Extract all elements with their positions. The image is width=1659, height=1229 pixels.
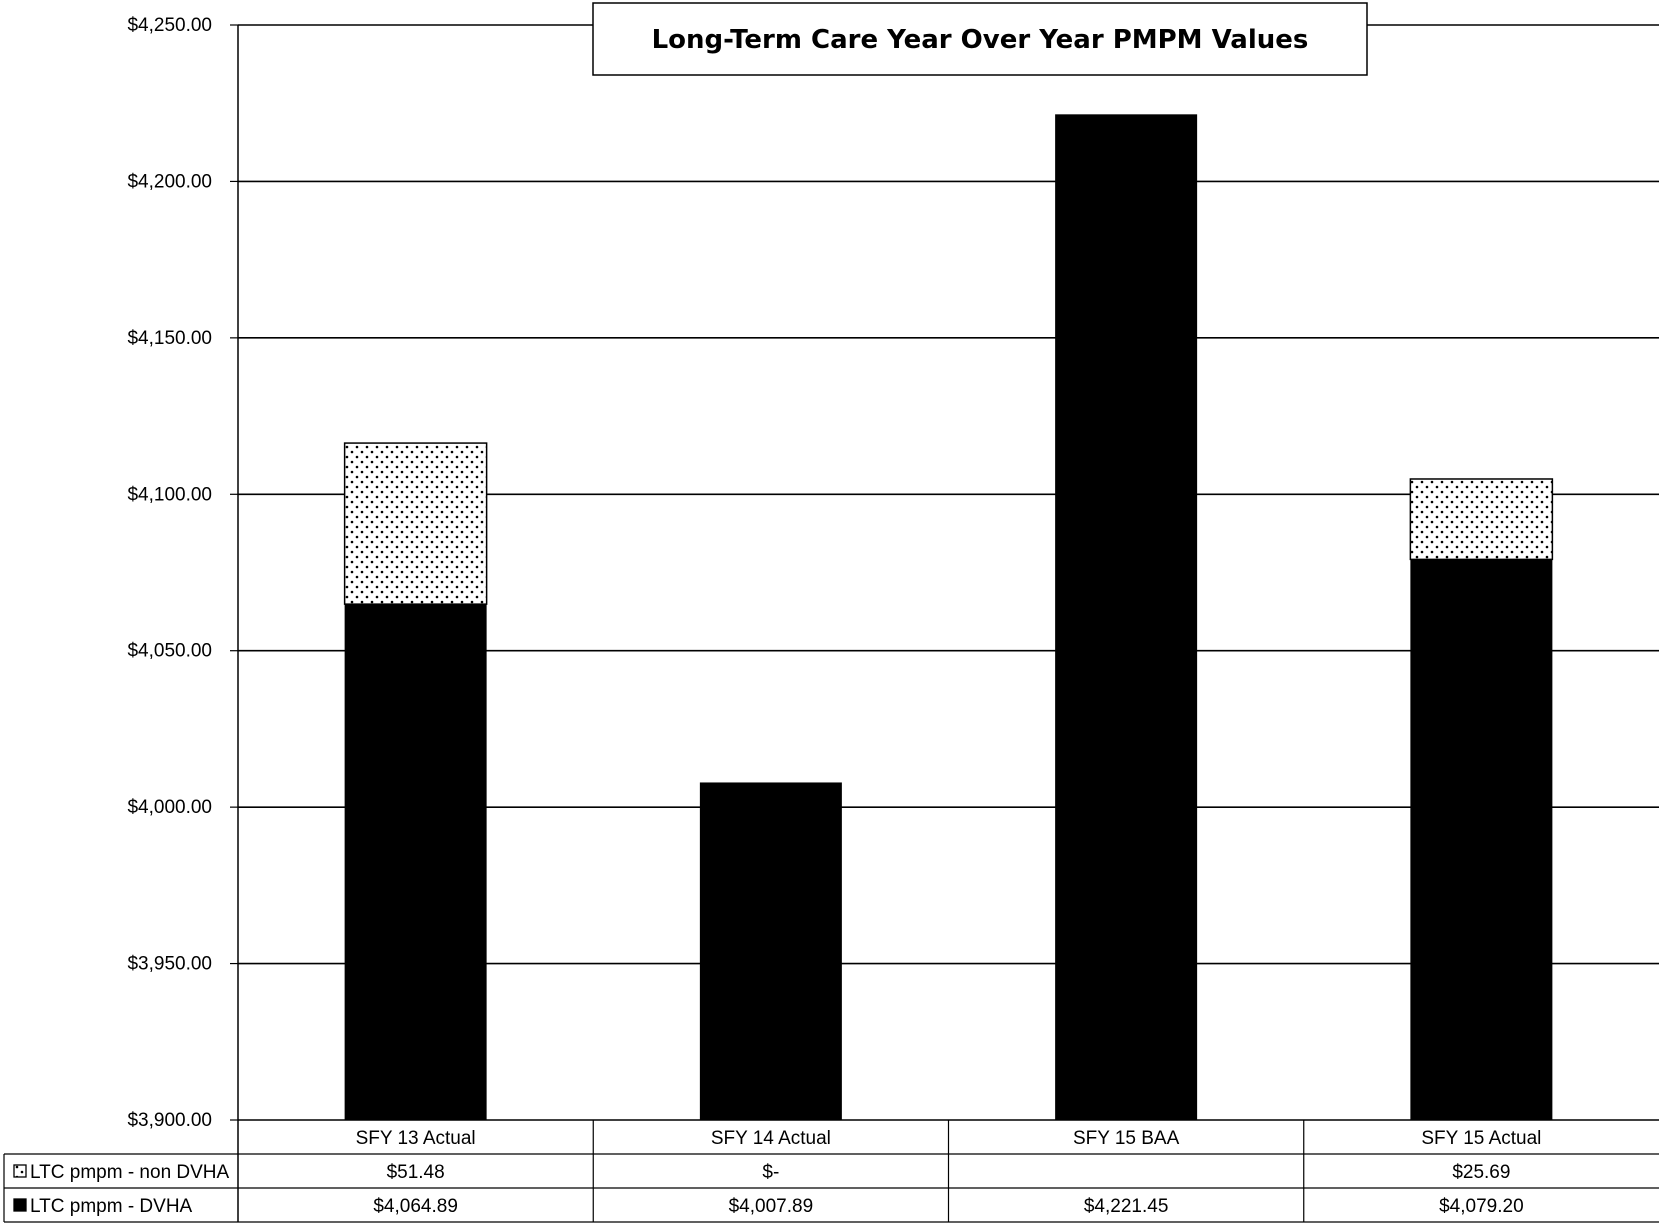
legend-series-name: LTC pmpm - DVHA — [30, 1196, 193, 1217]
bar-dvha — [344, 604, 487, 1120]
data-table-value: $4,007.89 — [729, 1196, 814, 1217]
x-category-label: SFY 14 Actual — [711, 1128, 831, 1149]
data-table-value: $- — [762, 1162, 779, 1183]
bars — [343, 114, 1554, 1120]
chart-title: Long-Term Care Year Over Year PMPM Value… — [652, 25, 1309, 55]
y-tick-label: $4,050.00 — [127, 641, 212, 662]
x-category-label: SFY 15 BAA — [1073, 1128, 1180, 1149]
y-tick-label: $4,200.00 — [127, 171, 212, 192]
bar-dvha — [1410, 559, 1553, 1120]
bar-dvha — [1055, 114, 1198, 1120]
bar-non-dvha — [1409, 478, 1554, 561]
legend-series-name: LTC pmpm - non DVHA — [30, 1162, 230, 1183]
data-table-value: $51.48 — [387, 1162, 445, 1183]
data-table-value: $25.69 — [1452, 1162, 1510, 1183]
data-table-value: $4,221.45 — [1084, 1196, 1169, 1217]
y-tick-label: $4,250.00 — [127, 15, 212, 36]
legend-key-non-dvha — [13, 1164, 27, 1178]
y-tick-label: $3,950.00 — [127, 954, 212, 975]
data-table-value: $4,079.20 — [1439, 1196, 1524, 1217]
data-table-value: $4,064.89 — [373, 1196, 458, 1217]
chart-title-box: Long-Term Care Year Over Year PMPM Value… — [592, 2, 1368, 76]
title-frame — [592, 2, 1368, 76]
bar-non-dvha — [343, 442, 488, 605]
y-tick-label: $4,100.00 — [127, 484, 212, 505]
bar-dvha — [699, 782, 842, 1120]
y-tick-label: $4,150.00 — [127, 328, 212, 349]
x-category-label: SFY 13 Actual — [356, 1128, 476, 1149]
data-table: SFY 13 Actual SFY 14 Actual SFY 15 BAA SFY … — [3, 1120, 1659, 1223]
x-category-label: SFY 15 Actual — [1421, 1128, 1541, 1149]
y-tick-label: $4,000.00 — [127, 797, 212, 818]
y-tick-label: $3,900.00 — [127, 1110, 212, 1131]
legend-key-dvha — [13, 1198, 27, 1212]
